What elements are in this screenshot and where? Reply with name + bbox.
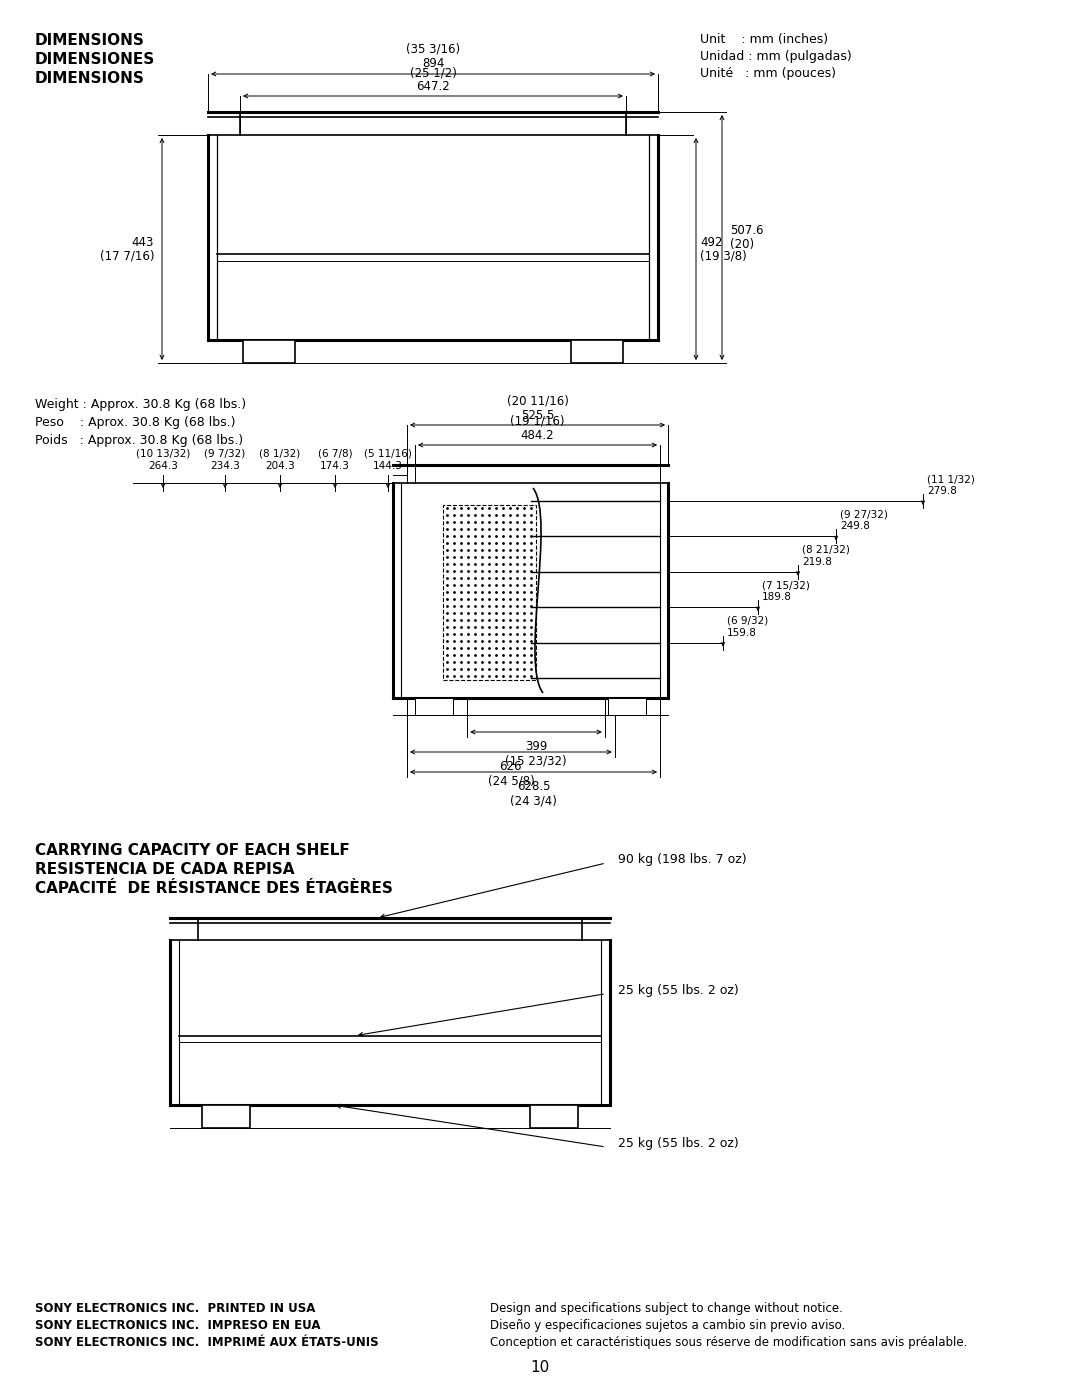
Text: (20 11/16): (20 11/16) xyxy=(507,395,568,408)
Text: SONY ELECTRONICS INC.  IMPRESO EN EUA: SONY ELECTRONICS INC. IMPRESO EN EUA xyxy=(35,1319,321,1331)
Text: 399: 399 xyxy=(525,740,548,753)
Text: (6 7/8): (6 7/8) xyxy=(318,448,352,460)
Text: Peso    : Aprox. 30.8 Kg (68 lbs.): Peso : Aprox. 30.8 Kg (68 lbs.) xyxy=(35,416,235,429)
Text: 507.6: 507.6 xyxy=(730,224,764,237)
Text: 25 kg (55 lbs. 2 oz): 25 kg (55 lbs. 2 oz) xyxy=(618,985,739,997)
Text: Diseño y especificaciones sujetos a cambio sin previo aviso.: Diseño y especificaciones sujetos a camb… xyxy=(490,1319,846,1331)
Text: Conception et caractéristiques sous réserve de modification sans avis préalable.: Conception et caractéristiques sous rése… xyxy=(490,1336,968,1350)
Text: (8 1/32): (8 1/32) xyxy=(259,448,300,460)
Text: (6 9/32): (6 9/32) xyxy=(727,616,768,626)
Text: 234.3: 234.3 xyxy=(211,461,240,471)
Text: SONY ELECTRONICS INC.  PRINTED IN USA: SONY ELECTRONICS INC. PRINTED IN USA xyxy=(35,1302,315,1315)
Text: 484.2: 484.2 xyxy=(521,429,554,441)
Text: 492: 492 xyxy=(700,236,723,249)
Text: (35 3/16): (35 3/16) xyxy=(406,43,460,56)
Text: (24 5/8): (24 5/8) xyxy=(487,774,535,787)
Bar xyxy=(530,1105,578,1127)
Bar xyxy=(571,339,623,363)
Bar xyxy=(202,1105,249,1127)
Text: 219.8: 219.8 xyxy=(802,557,832,567)
Text: 10: 10 xyxy=(530,1361,550,1375)
Text: (24 3/4): (24 3/4) xyxy=(510,793,557,807)
Bar xyxy=(415,698,453,715)
Text: 90 kg (198 lbs. 7 oz): 90 kg (198 lbs. 7 oz) xyxy=(618,854,746,866)
Text: (5 11/16): (5 11/16) xyxy=(364,448,411,460)
Text: DIMENSIONS: DIMENSIONS xyxy=(35,34,145,47)
Bar xyxy=(608,698,646,715)
Text: 204.3: 204.3 xyxy=(265,461,295,471)
Text: 626: 626 xyxy=(500,760,522,773)
Text: CAPACITÉ  DE RÉSISTANCE DES ÉTAGÈRES: CAPACITÉ DE RÉSISTANCE DES ÉTAGÈRES xyxy=(35,882,393,895)
Text: DIMENSIONS: DIMENSIONS xyxy=(35,71,145,87)
Text: 144.3: 144.3 xyxy=(373,461,403,471)
Text: CARRYING CAPACITY OF EACH SHELF: CARRYING CAPACITY OF EACH SHELF xyxy=(35,842,350,858)
Text: 443: 443 xyxy=(132,236,154,249)
Text: 628.5: 628.5 xyxy=(516,780,550,793)
Text: RESISTENCIA DE CADA REPISA: RESISTENCIA DE CADA REPISA xyxy=(35,862,295,877)
Text: 264.3: 264.3 xyxy=(148,461,178,471)
Text: Poids   : Approx. 30.8 Kg (68 lbs.): Poids : Approx. 30.8 Kg (68 lbs.) xyxy=(35,434,243,447)
Text: (9 7/32): (9 7/32) xyxy=(204,448,245,460)
Text: 25 kg (55 lbs. 2 oz): 25 kg (55 lbs. 2 oz) xyxy=(618,1137,739,1151)
Text: (19 3/8): (19 3/8) xyxy=(700,250,746,263)
Text: (8 21/32): (8 21/32) xyxy=(802,545,850,555)
Bar xyxy=(243,339,295,363)
Text: (15 23/32): (15 23/32) xyxy=(505,754,567,767)
Text: (11 1/32): (11 1/32) xyxy=(927,474,975,483)
Text: 159.8: 159.8 xyxy=(727,627,757,637)
Text: 249.8: 249.8 xyxy=(840,521,869,531)
Text: (9 27/32): (9 27/32) xyxy=(840,510,888,520)
Text: Unit    : mm (inches): Unit : mm (inches) xyxy=(700,34,828,46)
Text: Unidad : mm (pulgadas): Unidad : mm (pulgadas) xyxy=(700,50,852,63)
Text: (7 15/32): (7 15/32) xyxy=(762,580,810,590)
Text: 894: 894 xyxy=(422,57,444,70)
Text: Design and specifications subject to change without notice.: Design and specifications subject to cha… xyxy=(490,1302,842,1315)
Text: 189.8: 189.8 xyxy=(762,592,792,602)
Text: Unité   : mm (pouces): Unité : mm (pouces) xyxy=(700,67,836,80)
Text: 174.3: 174.3 xyxy=(320,461,350,471)
Text: SONY ELECTRONICS INC.  IMPRIMÉ AUX ÉTATS-UNIS: SONY ELECTRONICS INC. IMPRIMÉ AUX ÉTATS-… xyxy=(35,1336,379,1350)
Text: (10 13/32): (10 13/32) xyxy=(136,448,190,460)
Text: 525.5: 525.5 xyxy=(521,409,554,422)
Text: 279.8: 279.8 xyxy=(927,486,957,496)
Text: DIMENSIONES: DIMENSIONES xyxy=(35,52,156,67)
Bar xyxy=(443,504,536,680)
Text: (17 7/16): (17 7/16) xyxy=(99,250,154,263)
Text: (25 1/2): (25 1/2) xyxy=(409,66,457,80)
Text: Weight : Approx. 30.8 Kg (68 lbs.): Weight : Approx. 30.8 Kg (68 lbs.) xyxy=(35,398,246,411)
Text: (19 1/16): (19 1/16) xyxy=(510,415,565,427)
Text: (20): (20) xyxy=(730,237,754,251)
Text: 647.2: 647.2 xyxy=(416,80,450,94)
